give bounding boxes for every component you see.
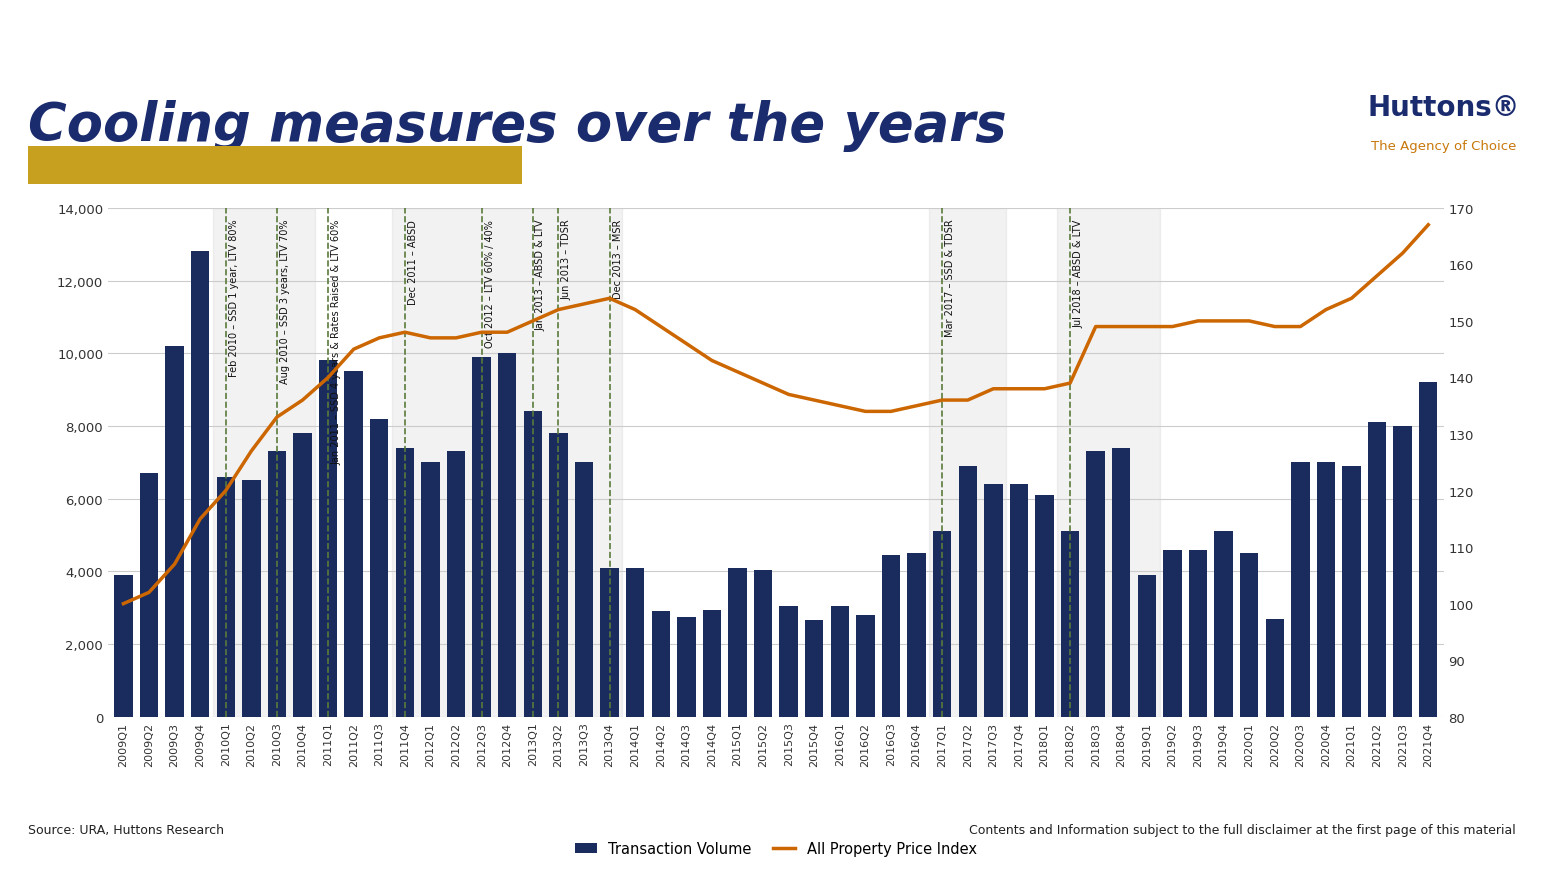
Bar — [141, 474, 157, 717]
Bar — [1163, 550, 1181, 717]
Text: Jul 2018 – ABSD & LTV: Jul 2018 – ABSD & LTV — [1073, 220, 1084, 328]
Bar — [729, 568, 747, 717]
Bar — [1266, 619, 1285, 717]
Bar — [446, 452, 465, 717]
Bar — [678, 617, 695, 717]
Bar — [652, 612, 670, 717]
Text: Mar 2017 – SSD & TDSR: Mar 2017 – SSD & TDSR — [945, 220, 956, 337]
Text: Oct 2012 – LTV 60% / 40%: Oct 2012 – LTV 60% / 40% — [485, 220, 494, 348]
Bar — [1317, 462, 1336, 717]
Bar — [422, 462, 440, 717]
Text: Jun 2013 – TDSR: Jun 2013 – TDSR — [562, 220, 571, 300]
Text: Aug 2010 – SSD 3 years, LTV 70%: Aug 2010 – SSD 3 years, LTV 70% — [279, 220, 290, 384]
Text: Jan 2011 – SSD 4 years & Rates Raised & LTV 60%: Jan 2011 – SSD 4 years & Rates Raised & … — [330, 220, 341, 465]
Text: Huttons®: Huttons® — [1368, 94, 1519, 123]
Bar — [933, 532, 951, 717]
Bar — [28, 147, 522, 184]
Bar — [1291, 462, 1309, 717]
Bar — [882, 555, 900, 717]
Bar — [213, 209, 315, 717]
Bar — [804, 620, 823, 717]
Text: Dec 2011 – ABSD: Dec 2011 – ABSD — [408, 220, 418, 304]
Bar — [392, 209, 622, 717]
Text: Jan 2013 – ABSD & LTV: Jan 2013 – ABSD & LTV — [536, 220, 547, 331]
Text: Dec 2013 – MSR: Dec 2013 – MSR — [613, 220, 622, 299]
Bar — [1058, 209, 1160, 717]
Bar — [625, 568, 644, 717]
Bar — [780, 607, 798, 717]
Bar — [601, 568, 619, 717]
Bar — [371, 419, 389, 717]
Bar — [344, 372, 363, 717]
Bar — [908, 554, 926, 717]
Bar — [1036, 495, 1053, 717]
Bar — [1061, 532, 1079, 717]
Bar — [1087, 452, 1106, 717]
Bar — [574, 462, 593, 717]
Bar — [499, 354, 516, 717]
Bar — [753, 570, 772, 717]
Bar — [1215, 532, 1232, 717]
Bar — [1342, 467, 1360, 717]
Bar — [320, 361, 337, 717]
Legend: Transaction Volume, All Property Price Index: Transaction Volume, All Property Price I… — [568, 835, 984, 862]
Bar — [191, 252, 210, 717]
Text: Source: URA, Huttons Research: Source: URA, Huttons Research — [28, 824, 224, 836]
Text: Cooling measures over the years: Cooling measures over the years — [28, 100, 1007, 151]
Bar — [523, 412, 542, 717]
Text: The Agency of Choice: The Agency of Choice — [1371, 140, 1516, 153]
Text: Contents and Information subject to the full disclaimer at the first page of thi: Contents and Information subject to the … — [970, 824, 1516, 836]
Bar — [1189, 550, 1207, 717]
Bar — [831, 607, 849, 717]
Bar — [267, 452, 286, 717]
Bar — [1419, 383, 1437, 717]
Bar — [550, 434, 568, 717]
Bar — [165, 347, 184, 717]
Bar — [929, 209, 1007, 717]
Bar — [242, 481, 261, 717]
Bar — [1394, 427, 1411, 717]
Bar — [703, 610, 721, 717]
Bar — [216, 477, 235, 717]
Bar — [1240, 554, 1258, 717]
Text: Feb 2010 – SSD 1 year, LTV 80%: Feb 2010 – SSD 1 year, LTV 80% — [229, 220, 239, 377]
Bar — [984, 485, 1002, 717]
Bar — [293, 434, 312, 717]
Bar — [472, 357, 491, 717]
Bar — [959, 467, 977, 717]
Bar — [1010, 485, 1028, 717]
Bar — [395, 448, 414, 717]
Bar — [857, 615, 874, 717]
Bar — [1112, 448, 1130, 717]
Bar — [1138, 575, 1156, 717]
Bar — [114, 575, 133, 717]
Bar — [1368, 423, 1387, 717]
